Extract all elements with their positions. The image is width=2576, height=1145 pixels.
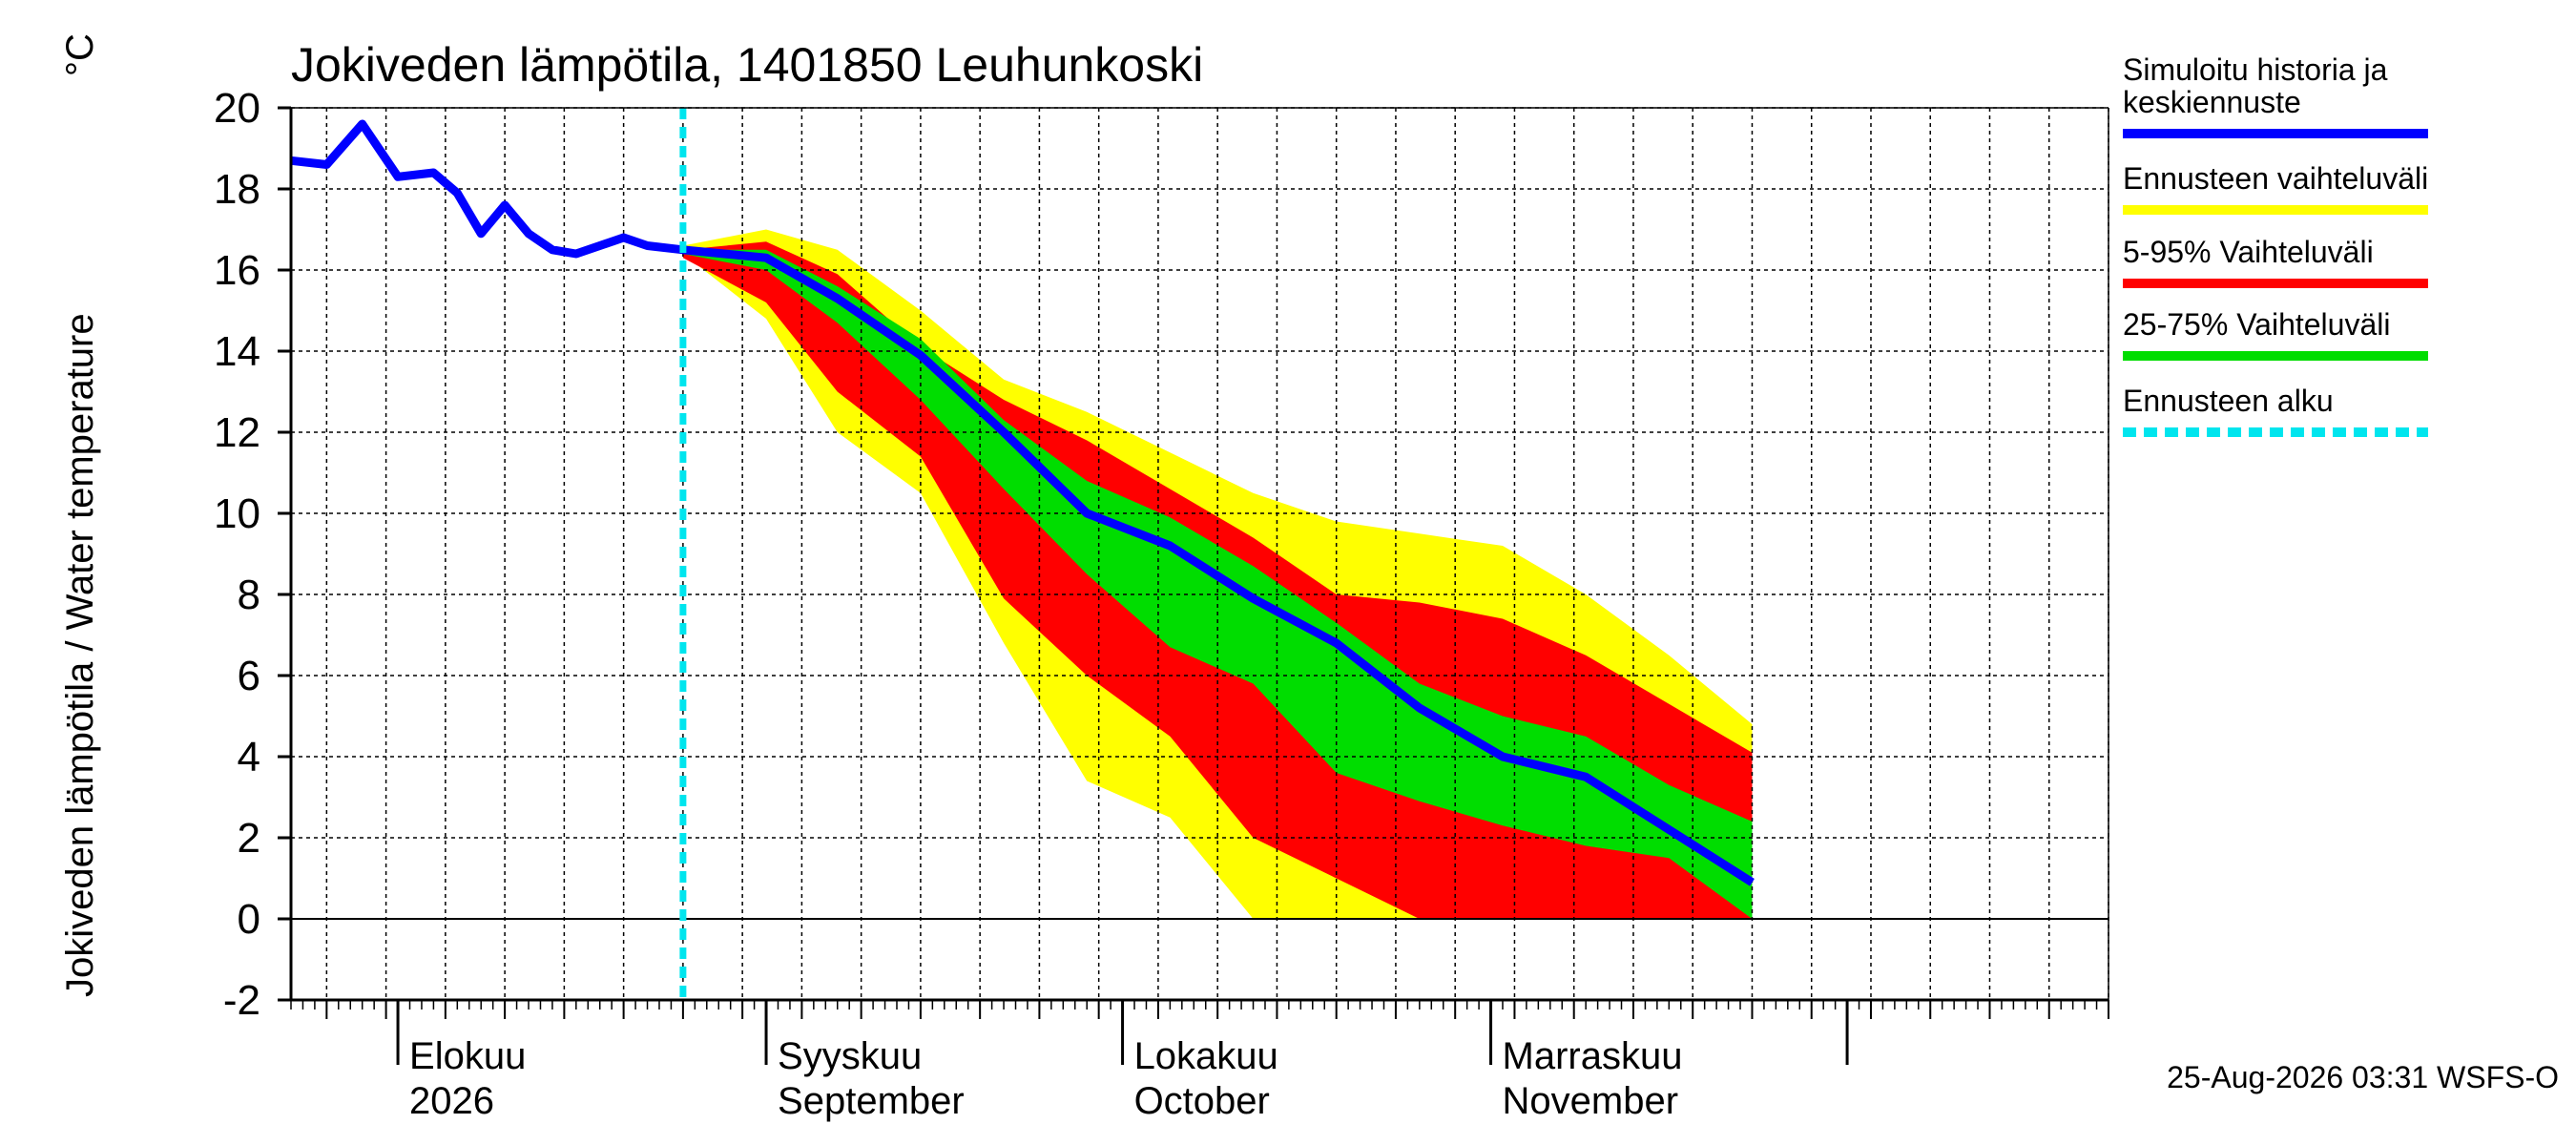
month-label: Marraskuu: [1503, 1035, 1683, 1077]
tick-label-y: 6: [238, 653, 260, 699]
history-line: [290, 119, 684, 259]
tick-label-y: 2: [238, 815, 260, 862]
month-label-sub: September: [778, 1080, 965, 1122]
legend-label: keskiennuste: [2123, 85, 2301, 119]
tick-label-y: 8: [238, 572, 260, 618]
legend-label: 5-95% Vaihteluväli: [2123, 235, 2374, 269]
tick-label-y: 20: [214, 85, 260, 132]
tick-label-y: 18: [214, 166, 260, 213]
month-label-sub: 2026: [409, 1080, 494, 1122]
y-ticks: -2 0 2 4 6 8 10 12 14 16 18 20: [214, 85, 291, 1024]
tick-label-y: 12: [214, 409, 260, 456]
y-axis-title: Jokiveden lämpötila / Water temperature: [59, 313, 101, 997]
legend-label: Ennusteen vaihteluväli: [2123, 161, 2428, 196]
month-label-sub: November: [1503, 1080, 1679, 1122]
legend-label: 25-75% Vaihteluväli: [2123, 307, 2390, 342]
tick-label-y: 14: [214, 328, 260, 375]
grid-lines: [291, 107, 2109, 1001]
legend-label: Simuloitu historia ja: [2123, 52, 2388, 87]
tick-label-y: 0: [238, 896, 260, 943]
series-lines: [290, 108, 1755, 1000]
chart-title: Jokiveden lämpötila, 1401850 Leuhunkoski: [291, 38, 1203, 92]
month-label: Lokakuu: [1134, 1035, 1278, 1077]
month-label-sub: October: [1134, 1080, 1270, 1122]
axes: [289, 107, 2109, 1065]
tick-label-y: 4: [238, 734, 260, 781]
mean-forecast-line: [682, 245, 1755, 886]
month-label: Syyskuu: [778, 1035, 922, 1077]
month-label: Elokuu: [409, 1035, 526, 1077]
footer-timestamp: 25-Aug-2026 03:31 WSFS-O: [2167, 1060, 2559, 1094]
y-axis-unit: °C: [59, 33, 101, 76]
tick-label-y: -2: [223, 977, 260, 1024]
y-axis-label: Jokiveden lämpötila / Water temperature …: [59, 33, 101, 997]
legend-label: Ennusteen alku: [2123, 384, 2334, 418]
tick-label-y: 10: [214, 490, 260, 537]
tick-label-y: 16: [214, 247, 260, 294]
